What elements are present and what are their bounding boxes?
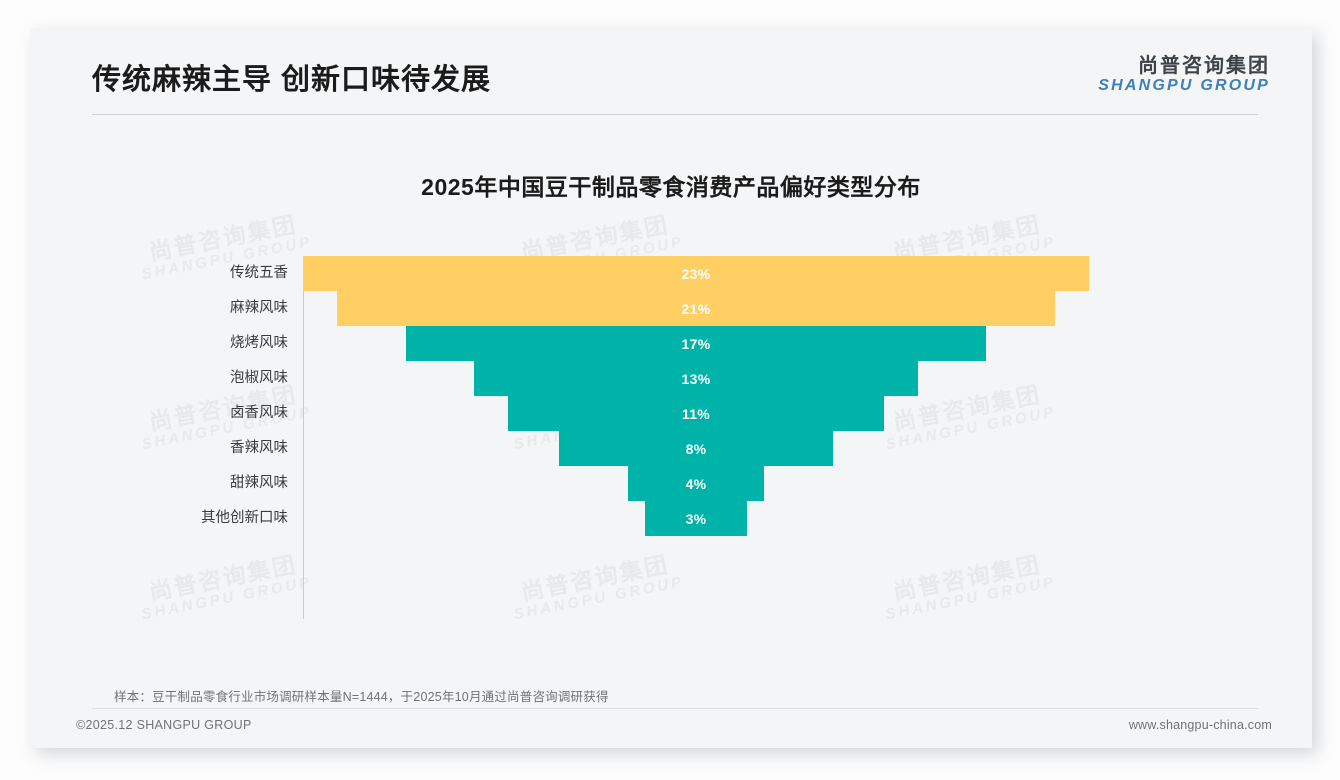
chart-title: 2025年中国豆干制品零食消费产品偏好类型分布 <box>421 174 921 200</box>
funnel-bar[interactable]: 3% <box>644 501 748 536</box>
bar-value-label: 23% <box>681 265 711 282</box>
y-axis-line <box>303 256 304 619</box>
category-label: 卤香风味 <box>230 405 288 421</box>
funnel-bar[interactable]: 11% <box>508 396 884 431</box>
header-divider <box>92 114 1258 115</box>
category-label: 甜辣风味 <box>230 475 288 491</box>
footnote-divider <box>92 708 1258 709</box>
copyright-text: ©2025.12 SHANGPU GROUP <box>76 718 252 732</box>
funnel-bar[interactable]: 21% <box>337 291 1055 326</box>
funnel-bar[interactable]: 13% <box>473 361 919 396</box>
bar-value-label: 17% <box>681 335 711 352</box>
category-label: 麻辣风味 <box>230 300 288 316</box>
chart-row: 麻辣风味 21% <box>30 291 1312 326</box>
category-label: 传统五香 <box>230 265 288 281</box>
category-label: 其他创新口味 <box>201 510 288 526</box>
source-footnote: 样本：豆干制品零食行业市场调研样本量N=1444，于2025年10月通过尚普咨询… <box>114 690 609 704</box>
bar-value-label: 13% <box>681 370 711 387</box>
bar-value-label: 8% <box>685 440 707 457</box>
slide-footer: ©2025.12 SHANGPU GROUP www.shangpu-china… <box>30 708 1312 748</box>
chart-row: 甜辣风味 4% <box>30 466 1312 501</box>
slide-header: 传统麻辣主导 创新口味待发展 尚普咨询集团 SHANGPU GROUP <box>30 28 1312 120</box>
bar-value-label: 21% <box>681 300 711 317</box>
page-title: 传统麻辣主导 创新口味待发展 <box>92 64 492 96</box>
category-label: 泡椒风味 <box>230 370 288 386</box>
logo-text-en: SHANGPU GROUP <box>1098 77 1270 94</box>
category-label: 香辣风味 <box>230 440 288 456</box>
slide-card: 尚普咨询集团 SHANGPU GROUP 尚普咨询集团 SHANGPU GROU… <box>30 28 1312 748</box>
funnel-bar[interactable]: 17% <box>405 326 987 361</box>
brand-logo: 尚普咨询集团 SHANGPU GROUP <box>1098 56 1270 95</box>
chart-row: 烧烤风味 17% <box>30 326 1312 361</box>
bar-value-label: 11% <box>681 405 711 422</box>
chart-row: 其他创新口味 3% <box>30 501 1312 536</box>
chart-row: 传统五香 23% <box>30 256 1312 291</box>
funnel-bar[interactable]: 8% <box>559 431 833 466</box>
chart-row: 香辣风味 8% <box>30 431 1312 466</box>
funnel-bar[interactable]: 4% <box>627 466 765 501</box>
funnel-chart: 传统五香 23% 麻辣风味 21% 烧烤风味 17% 泡椒风味 13% 卤香风味 11% 香辣风味 8… <box>30 256 1312 626</box>
bar-value-label: 4% <box>685 475 707 492</box>
bar-value-label: 3% <box>685 510 707 527</box>
logo-text-cn: 尚普咨询集团 <box>1138 55 1270 77</box>
chart-row: 泡椒风味 13% <box>30 361 1312 396</box>
funnel-bar[interactable]: 23% <box>303 256 1089 291</box>
website-link[interactable]: www.shangpu-china.com <box>1128 718 1272 732</box>
chart-row: 卤香风味 11% <box>30 396 1312 431</box>
category-label: 烧烤风味 <box>230 335 288 351</box>
